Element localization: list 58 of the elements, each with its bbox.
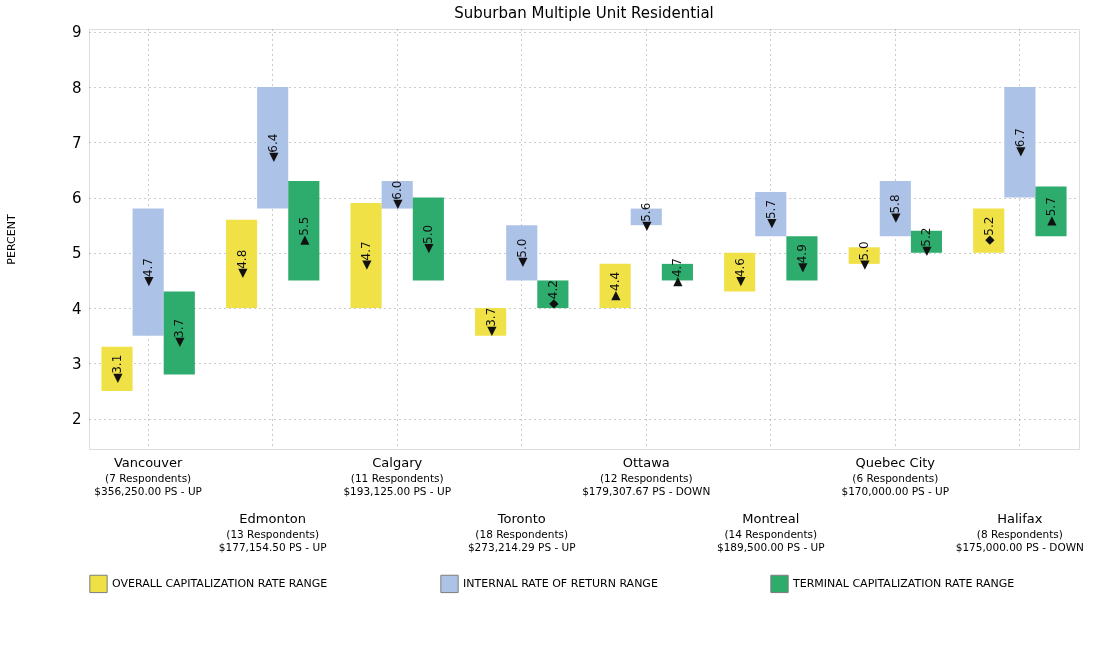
annotation: ◀5.7 <box>763 199 778 229</box>
bar <box>879 180 911 237</box>
legend-label: OVERALL CAPITALIZATION RATE RANGE <box>112 576 328 590</box>
bar <box>163 291 195 375</box>
y-tick-label: 3 <box>71 354 82 373</box>
category-label: Calgary (11 Respondents) $193,125.00 PS - UP <box>343 455 452 497</box>
bar <box>350 203 382 309</box>
annotation: ◀4.7 <box>359 241 374 270</box>
annotation: ▶5.7 <box>1043 197 1058 226</box>
annotation: ◆4.2 <box>545 280 560 309</box>
annotation: ◀3.7 <box>172 318 187 348</box>
bar <box>755 192 787 237</box>
category-label: Edmonton (13 Respondents) $177,154.50 PS - UP <box>218 511 327 553</box>
bar <box>257 87 289 209</box>
annotation: ◀5.8 <box>888 194 903 223</box>
category-label: Ottawa (12 Respondents) $179,307.67 PS - DOWN <box>582 455 711 497</box>
annotation: ◀5.2 <box>919 227 934 256</box>
y-tick-label: 6 <box>71 189 82 208</box>
annotation: ◀5.0 <box>514 238 529 267</box>
chart-title: Suburban Multiple Unit Residential <box>454 3 714 22</box>
bar <box>225 219 258 309</box>
annotation: ◀4.9 <box>794 244 809 273</box>
annotation: ◀4.8 <box>234 249 249 279</box>
bar <box>506 225 538 281</box>
annotation: ◀5.6 <box>639 202 654 232</box>
y-tick-label: 5 <box>71 244 82 263</box>
legend-label: TERMINAL CAPITALIZATION RATE RANGE <box>792 576 1015 590</box>
y-tick-label: 2 <box>71 410 82 429</box>
annotation: ◀4.7 <box>141 258 156 287</box>
bar <box>412 197 444 281</box>
bar <box>132 208 164 336</box>
bar <box>101 346 133 391</box>
annotation: ◀6.4 <box>265 133 280 162</box>
category-label: Quebec City (6 Respondents) $170,000.00 PS - UP <box>841 455 950 497</box>
y-tick-label: 4 <box>71 299 82 318</box>
annotation: ▶4.7 <box>670 258 685 287</box>
annotation: ◀6.7 <box>1012 128 1027 157</box>
annotation: ◀4.6 <box>732 258 747 287</box>
annotation: ▶5.5 <box>296 216 311 245</box>
category-label: Vancouver (7 Respondents) $356,250.00 PS - UP <box>94 455 202 497</box>
y-axis-title: PERCENT <box>4 214 18 265</box>
bar <box>1035 186 1067 237</box>
annotation: ◀5.0 <box>421 224 436 254</box>
y-tick-label: 8 <box>71 78 82 97</box>
y-tick-label: 7 <box>71 133 82 152</box>
category-label: Montreal (14 Respondents) $189,500.00 PS - UP <box>716 511 825 553</box>
bar <box>1004 87 1036 198</box>
y-tick-label: 9 <box>71 23 82 42</box>
annotation: ◀3.7 <box>483 307 498 337</box>
category-label: Toronto (18 Respondents) $273,214.29 PS - UP <box>467 511 576 553</box>
bar <box>288 180 320 281</box>
annotation: ◀6.0 <box>390 180 405 209</box>
category-label: Halifax (8 Respondents) $175,000.00 PS - DOWN <box>955 511 1084 553</box>
legend-label: INTERNAL RATE OF RETURN RANGE <box>463 576 658 590</box>
annotation: ◀3.1 <box>110 354 125 384</box>
annotation: ◀5.0 <box>857 241 872 270</box>
annotation: ▶4.4 <box>608 271 623 301</box>
annotation: ◆5.2 <box>981 216 996 245</box>
